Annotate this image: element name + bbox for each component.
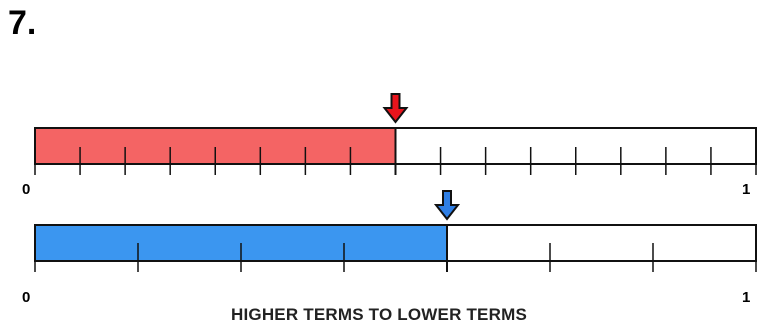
bottom-bar-label-start: 0 <box>22 289 31 306</box>
top-bar-label-end: 1 <box>742 181 751 198</box>
top-fraction-bar <box>34 93 757 175</box>
problem-number: 7. <box>8 4 37 42</box>
blue-arrow-icon <box>433 190 461 221</box>
red-arrow-icon <box>382 93 409 124</box>
bottom-fraction-bar <box>34 190 757 272</box>
bottom-bar-label-end: 1 <box>742 289 751 306</box>
bottom-bar-ticks <box>34 243 757 272</box>
top-bar-ticks <box>34 147 757 175</box>
diagram-caption: HIGHER TERMS TO LOWER TERMS <box>231 305 527 324</box>
top-bar-label-start: 0 <box>22 181 31 198</box>
